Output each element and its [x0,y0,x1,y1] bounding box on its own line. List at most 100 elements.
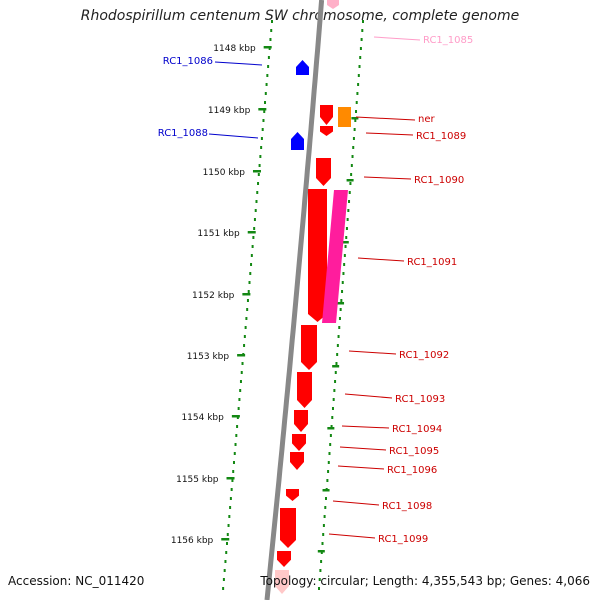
scale-dot [253,227,256,230]
track-dot [322,524,325,527]
gene-ner[interactable] [338,107,351,127]
gene-rc1-1089b[interactable] [320,126,333,136]
gene-label-leader [214,61,263,66]
gene-label[interactable]: RC1_1089 [416,131,466,142]
scale-dot [251,245,254,248]
scale-dot [267,65,270,68]
track-dot [318,587,321,590]
scale-dot [254,209,257,212]
gene-label[interactable]: RC1_1088 [158,128,208,139]
scale-tick-mark [263,46,272,49]
gene-label[interactable]: RC1_1094 [392,424,442,435]
gene-rc1-1095[interactable] [292,434,306,451]
track-dot [331,407,334,410]
gene-rc1-1099[interactable] [280,508,296,548]
gene-label[interactable]: RC1_1098 [382,501,432,512]
gene-label-leader [208,133,259,139]
gene-rc1-1085[interactable] [327,0,339,9]
track-dot [332,398,335,401]
scale-dot [229,497,232,500]
scale-dot [249,272,252,275]
scale-tick-label: 1149 kbp [208,106,251,116]
scale-dot [226,533,229,536]
track-dot [359,56,362,59]
accession-text: Accession: NC_011420 [8,574,145,588]
track-dot [330,425,333,428]
gene-label[interactable]: RC1_1096 [387,465,437,476]
gene-rc1-1100[interactable] [277,551,291,567]
track-dot [348,200,351,203]
scale-dot [236,425,239,428]
scale-dot [267,56,270,59]
gene-label[interactable]: RC1_1086 [163,56,213,67]
track-dot [328,452,331,455]
scale-dot [255,200,258,203]
track-dot [354,119,357,122]
scale-dot [250,263,253,266]
track-dot [341,290,344,293]
track-dot [324,497,327,500]
scale-dot [261,128,264,131]
scale-dot [228,515,231,518]
scale-dot [252,236,255,239]
gene-label-leader [328,533,376,539]
gene-rc1-1093[interactable] [297,372,312,408]
gene-label[interactable]: RC1_1093 [395,394,445,405]
track-dot [359,47,362,50]
scale-dot [233,452,236,455]
gene-rc1-1090[interactable] [316,158,331,186]
gene-rc1-1086[interactable] [296,60,309,75]
gene-label-leader [357,257,405,262]
gene-rc1-1091-pseudo[interactable] [322,190,348,323]
scale-dot [231,479,234,482]
scale-dot [227,524,230,527]
scale-dot [244,326,247,329]
track-dot [355,110,358,113]
scale-dot [224,560,227,563]
gene-label-leader [373,36,421,41]
track-dot [347,209,350,212]
gene-label[interactable]: RC1_1090 [414,175,464,186]
gene-label[interactable]: RC1_1095 [389,446,439,457]
track-dot [336,344,339,347]
gene-rc1-1101[interactable] [275,570,289,594]
gene-label[interactable]: RC1_1092 [399,350,449,361]
track-dot [334,380,337,383]
scale-tick-label: 1148 kbp [213,44,256,54]
gene-label[interactable]: RC1_1085 [423,35,473,46]
scale-dot [265,83,268,86]
scale-dot [222,587,225,590]
gene-rc1-1088[interactable] [291,132,304,150]
scale-dot [234,443,237,446]
track-dot [339,308,342,311]
gene-rc1-1092[interactable] [301,325,317,370]
gene-label[interactable]: RC1_1099 [378,534,428,545]
track-dot [350,173,353,176]
gene-rc1-1098[interactable] [286,489,299,501]
gene-rc1-1096[interactable] [290,452,304,470]
scale-dot [222,578,225,581]
track-tick-mark [341,241,349,244]
scale-dot [238,398,241,401]
scale-dot [248,281,251,284]
gene-label[interactable]: RC1_1091 [407,257,457,268]
gene-rc1-1091[interactable] [308,189,327,322]
scale-dot [232,470,235,473]
map-title: Rhodospirillum centenum SW chromosome, c… [80,8,520,24]
track-dot [357,74,360,77]
gene-rc1-1089a[interactable] [320,105,333,125]
gene-label-leader [365,132,414,136]
scale-dot [256,191,259,194]
track-dot [337,335,340,338]
track-dot [353,128,356,131]
track-dot [345,227,348,230]
gene-label-leader [341,425,390,429]
track-dot [335,362,338,365]
track-tick-mark [351,117,359,120]
scale-tick-label: 1151 kbp [197,229,240,239]
gene-label[interactable]: ner [418,114,435,125]
gene-rc1-1094[interactable] [294,410,308,432]
gene-label-leader [348,350,397,355]
scale-dot [247,290,250,293]
